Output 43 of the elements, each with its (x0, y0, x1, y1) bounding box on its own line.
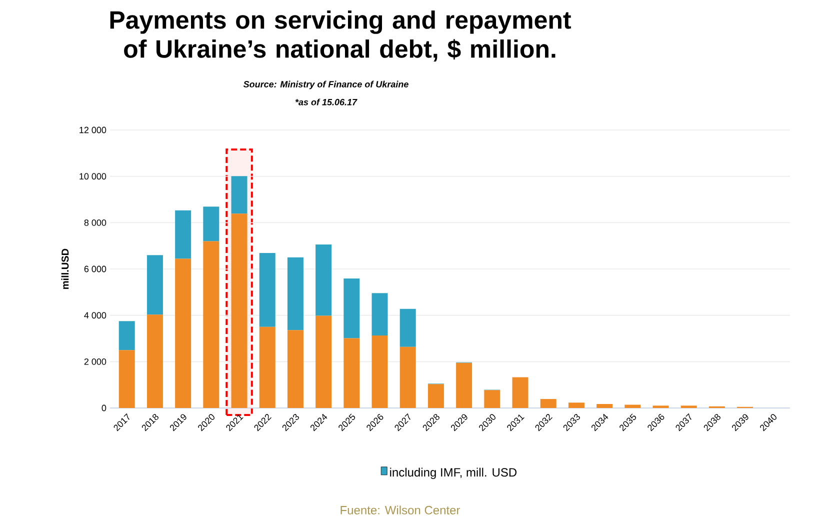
bar (400, 308, 416, 347)
bar (596, 404, 613, 408)
bar (344, 338, 360, 408)
bar (259, 253, 276, 327)
y-tick-label: 4 000 (84, 312, 106, 319)
bar (568, 402, 584, 408)
text: *as of 15.06.17 (295, 98, 358, 106)
y-tick-label: 6 000 (84, 266, 106, 272)
bar (175, 210, 192, 259)
bar (146, 314, 163, 408)
bar (259, 326, 276, 408)
bar (146, 255, 163, 315)
y-tick-label: 0 (102, 404, 106, 412)
bar (624, 404, 641, 408)
y-tick-label: 2 000 (84, 358, 106, 365)
bar (316, 244, 332, 316)
bar (540, 398, 556, 408)
bar (287, 257, 304, 330)
bar (400, 346, 416, 408)
bar (118, 350, 135, 408)
source-note: Fuente: Wilson Center (340, 506, 460, 514)
bar (512, 377, 528, 408)
legend-label: including IMF, mill. USD (390, 468, 517, 479)
bar (175, 258, 192, 408)
y-tick-label: 8 000 (84, 219, 106, 226)
bar (118, 321, 135, 350)
bar (316, 316, 332, 408)
bar (428, 384, 444, 408)
chart-title: Payments on servicing and repayment of Ukraine’s national debt, $ million. (110, 10, 571, 62)
bar (344, 278, 360, 338)
y-tick-label: 12 000 (80, 126, 106, 134)
bar (372, 293, 388, 336)
bar (231, 176, 248, 214)
chart-subtitle: Source: Ministry of Finance of Ukraine (243, 80, 408, 90)
bar (484, 390, 500, 408)
bar (203, 206, 220, 242)
bar (372, 335, 388, 408)
y-axis-title: mill.USD (61, 248, 69, 289)
bar (287, 330, 304, 408)
bar (203, 241, 220, 408)
bar (456, 362, 472, 408)
y-tick-label: 10 000 (80, 173, 106, 180)
bar (231, 214, 248, 408)
